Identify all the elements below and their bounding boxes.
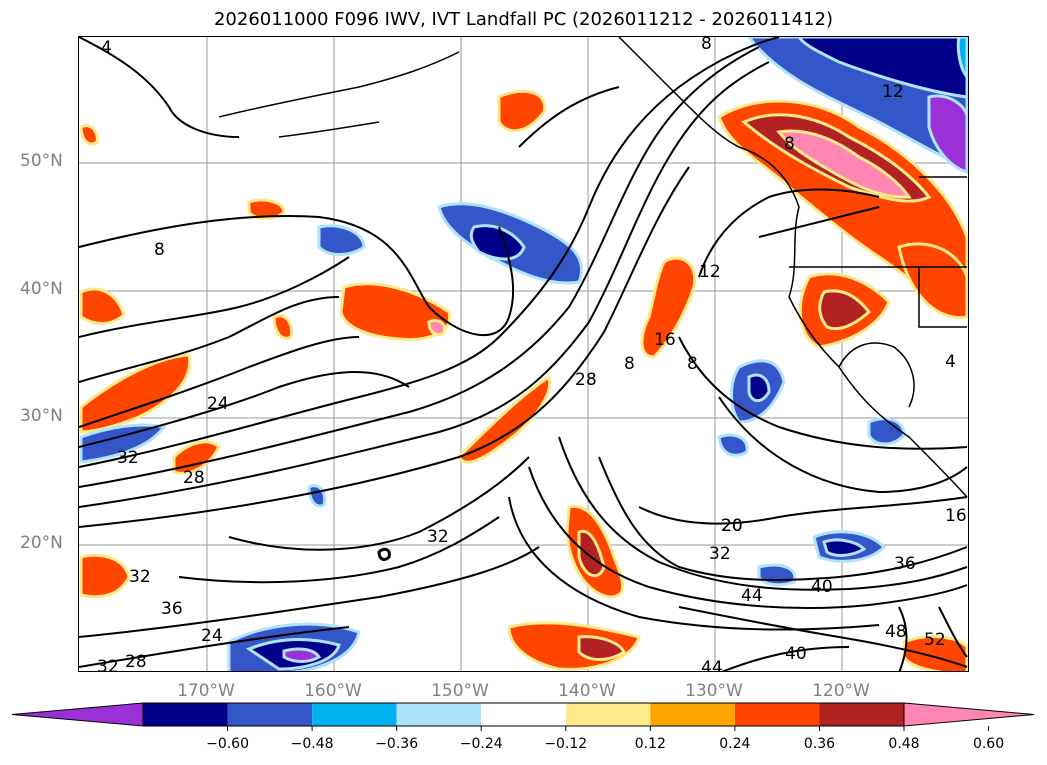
contour-label: 32: [709, 544, 731, 564]
contour-label: 24: [201, 626, 223, 646]
map-panel: 4 8 8 12 8 12 16 8 20 24 28 32 32 28 32 …: [78, 36, 969, 672]
colorbar-tick-label: 0.36: [803, 736, 836, 752]
contour-label: 40: [785, 644, 807, 664]
colorbar-tick-label: −0.24: [459, 736, 503, 752]
contour-label: 32: [129, 567, 151, 587]
colorbar-swatch: [734, 703, 820, 726]
contour-label: 12: [882, 82, 904, 102]
contour-label: 28: [575, 370, 597, 390]
positive-pc-regions: [79, 89, 968, 671]
colorbar-outline: [142, 702, 905, 727]
colorbar-tick-label: 0.12: [634, 736, 666, 752]
lat-label: 50°N: [20, 151, 63, 171]
contour-label: 8: [154, 240, 165, 260]
colorbar-extend-max: [903, 702, 1035, 727]
colorbar-swatch: [396, 703, 482, 726]
contour-label: 48: [885, 622, 907, 642]
contour-label: 16: [654, 330, 676, 350]
colorbar-swatch: [819, 703, 904, 726]
contour-label: 32: [117, 448, 139, 468]
colorbar-swatches: [11, 702, 1035, 731]
contour-label: 32: [97, 657, 119, 672]
lon-label: 140°W: [558, 681, 616, 701]
colorbar-extend-min: [11, 702, 144, 727]
contour-label: 44: [701, 658, 723, 672]
contour-label: 44: [741, 586, 763, 606]
contour-label: 28: [183, 468, 205, 488]
contour-label-group: 4 8 8 12 8 12 16 8 20 24 28 32 32 28 32 …: [97, 37, 967, 672]
colorbar-swatch: [650, 703, 735, 726]
colorbar-swatch: [312, 703, 397, 726]
coastlines: [218, 37, 968, 561]
lon-label: 130°W: [685, 681, 743, 701]
lat-label: 30°N: [20, 406, 63, 426]
contour-label: 8: [701, 37, 712, 54]
lon-label: 170°W: [177, 681, 235, 701]
contour-label: 32: [427, 527, 449, 547]
colorbar-swatch: [565, 703, 651, 726]
contour-label: 36: [161, 599, 183, 619]
contour-label: 8: [624, 354, 635, 374]
contour-label: 16: [945, 506, 967, 526]
lat-label: 40°N: [20, 279, 63, 299]
colorbar-swatch: [481, 703, 566, 726]
colorbar-swatch: [143, 703, 228, 726]
contour-label: 4: [945, 352, 956, 372]
lon-label: 120°W: [812, 681, 870, 701]
contour-label: 4: [101, 38, 112, 58]
contour-label: 28: [125, 652, 147, 672]
lon-label: 160°W: [304, 681, 362, 701]
contour-label: 12: [699, 262, 721, 282]
contour-label: 36: [894, 554, 916, 574]
contour-label: 52: [924, 630, 946, 650]
contour-label: 8: [784, 134, 795, 154]
colorbar-swatch: [227, 703, 313, 726]
negative-pc-regions: [79, 37, 968, 671]
colorbar-tick-label: 0.48: [888, 736, 920, 752]
lat-label: 20°N: [20, 533, 63, 553]
contour-label: 40: [811, 577, 833, 597]
contour-label: 8: [687, 354, 698, 374]
lon-label: 150°W: [431, 681, 489, 701]
colorbar-tick-label: 0.60: [972, 736, 1005, 752]
colorbar-tick-label: −0.36: [375, 736, 419, 752]
map-canvas: 4 8 8 12 8 12 16 8 20 24 28 32 32 28 32 …: [79, 37, 968, 672]
ivt-contours: [79, 37, 968, 671]
contour-label: 24: [207, 394, 229, 414]
colorbar-tick-label: −0.60: [206, 736, 249, 752]
colorbar-tick-label: 0.24: [719, 736, 751, 752]
contour-label: 20: [721, 516, 743, 536]
contour-label: 20: [721, 516, 743, 536]
map-title: 2026011000 F096 IWV, IVT Landfall PC (20…: [213, 9, 834, 30]
colorbar-tick-label: −0.12: [544, 736, 588, 752]
colorbar-tick-label: −0.48: [290, 736, 334, 752]
